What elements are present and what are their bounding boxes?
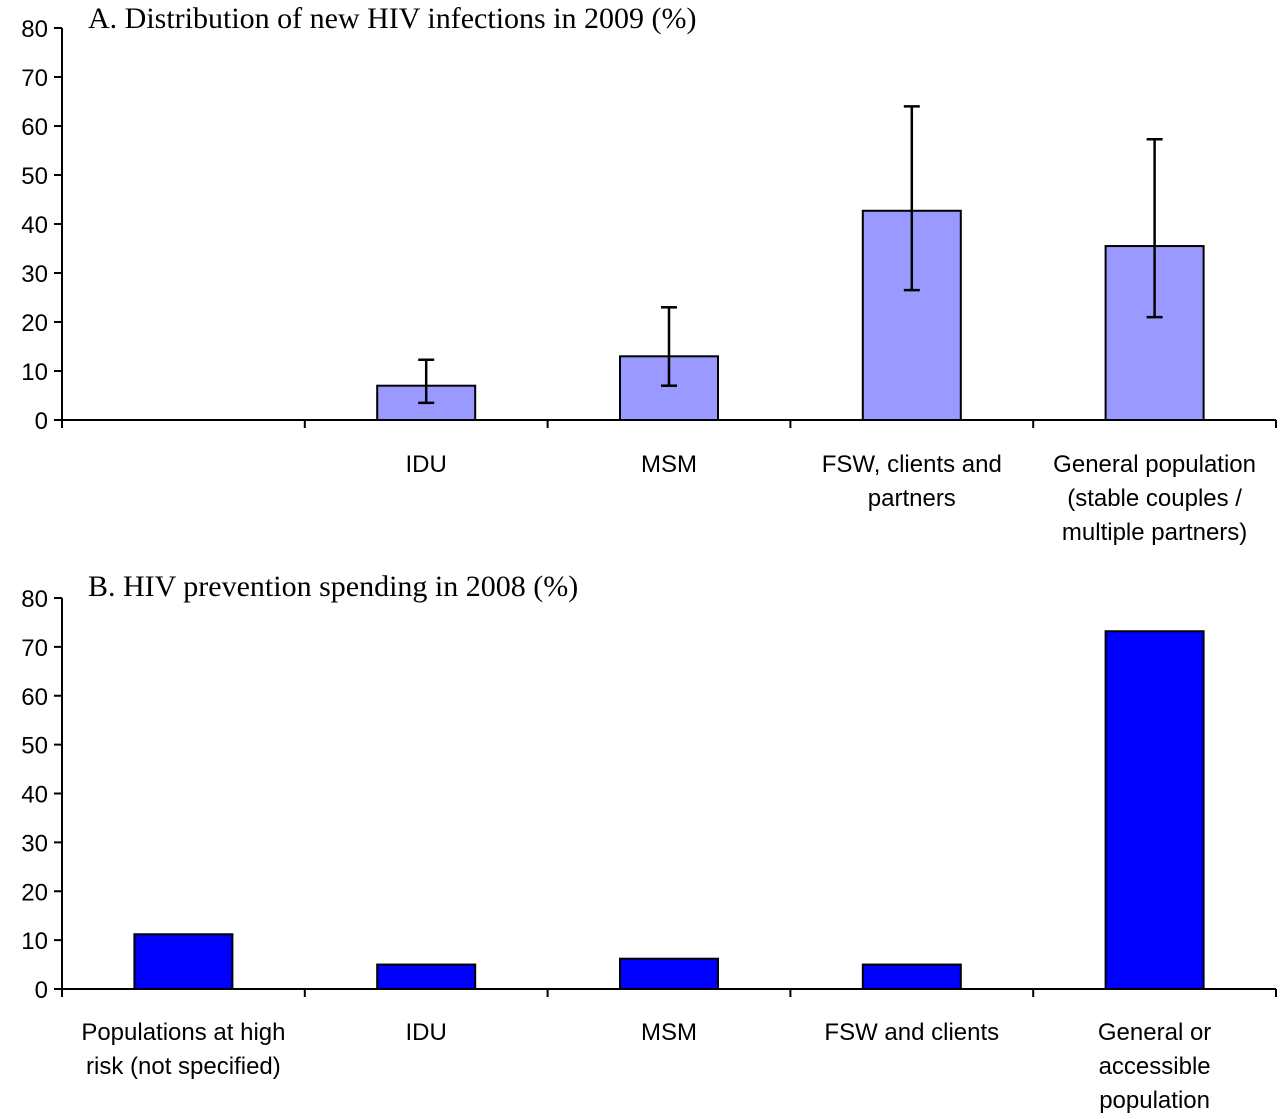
panel-a-y-tick-label: 30 xyxy=(21,261,48,288)
panel-b-bar xyxy=(1104,630,1205,990)
panel-a-category-label: General population xyxy=(1053,451,1256,478)
panel-b-category-label: MSM xyxy=(641,1019,697,1046)
panel-b-category-label: population xyxy=(1099,1087,1210,1114)
panel-a-y-tick-label: 70 xyxy=(21,65,48,92)
panel-b-category-label: Populations at high xyxy=(81,1019,285,1046)
panel-b-y-tick-label: 70 xyxy=(21,635,48,662)
panel-b-bar xyxy=(376,963,477,990)
panel-b-y-tick-label: 80 xyxy=(21,586,48,613)
panel-a-y-tick-label: 80 xyxy=(21,16,48,43)
panel-b-category-label: FSW and clients xyxy=(824,1019,999,1046)
panel-b-category-label: accessible xyxy=(1099,1053,1211,1080)
panel-a-chart: A. Distribution of new HIV infections in… xyxy=(21,2,1277,546)
panel-a-category-label: multiple partners) xyxy=(1062,519,1247,546)
panel-b-category-label: IDU xyxy=(406,1019,447,1046)
panel-a-category-label: MSM xyxy=(641,451,697,478)
panel-a-category-label: IDU xyxy=(406,451,447,478)
panel-b-category-label: General or xyxy=(1098,1019,1211,1046)
panel-a-y-tick-label: 10 xyxy=(21,359,48,386)
panel-a-y-tick-label: 50 xyxy=(21,163,48,190)
panel-b-y-tick-label: 0 xyxy=(35,977,48,1004)
panel-b-bar xyxy=(133,933,234,991)
panel-a-category-label: (stable couples / xyxy=(1067,485,1242,512)
panel-b-chart: B. HIV prevention spending in 2008 (%) 0 1… xyxy=(21,570,1277,1114)
panel-b-y-tick-label: 50 xyxy=(21,733,48,760)
panel-a-title: A. Distribution of new HIV infections in… xyxy=(88,2,697,35)
panel-a-category-label: FSW, clients and xyxy=(822,451,1002,478)
panel-a-y-tick-label: 0 xyxy=(35,408,48,435)
panel-b-y-tick-label: 10 xyxy=(21,928,48,955)
panel-a-y-tick-label: 20 xyxy=(21,310,48,337)
panel-a-y-tick-label: 40 xyxy=(21,212,48,239)
panel-b-y-tick-label: 20 xyxy=(21,879,48,906)
panel-b-y-tick-label: 40 xyxy=(21,782,48,809)
panel-b-category-label: risk (not specified) xyxy=(86,1053,281,1080)
panel-b-y-tick-label: 30 xyxy=(21,830,48,857)
panel-b-title: B. HIV prevention spending in 2008 (%) xyxy=(88,570,578,603)
panel-b-bar xyxy=(861,963,962,990)
panel-a-category-label: partners xyxy=(868,485,956,512)
panel-a-y-tick-label: 60 xyxy=(21,114,48,141)
panel-b-bar xyxy=(619,957,719,991)
panel-b-y-tick-label: 60 xyxy=(21,684,48,711)
